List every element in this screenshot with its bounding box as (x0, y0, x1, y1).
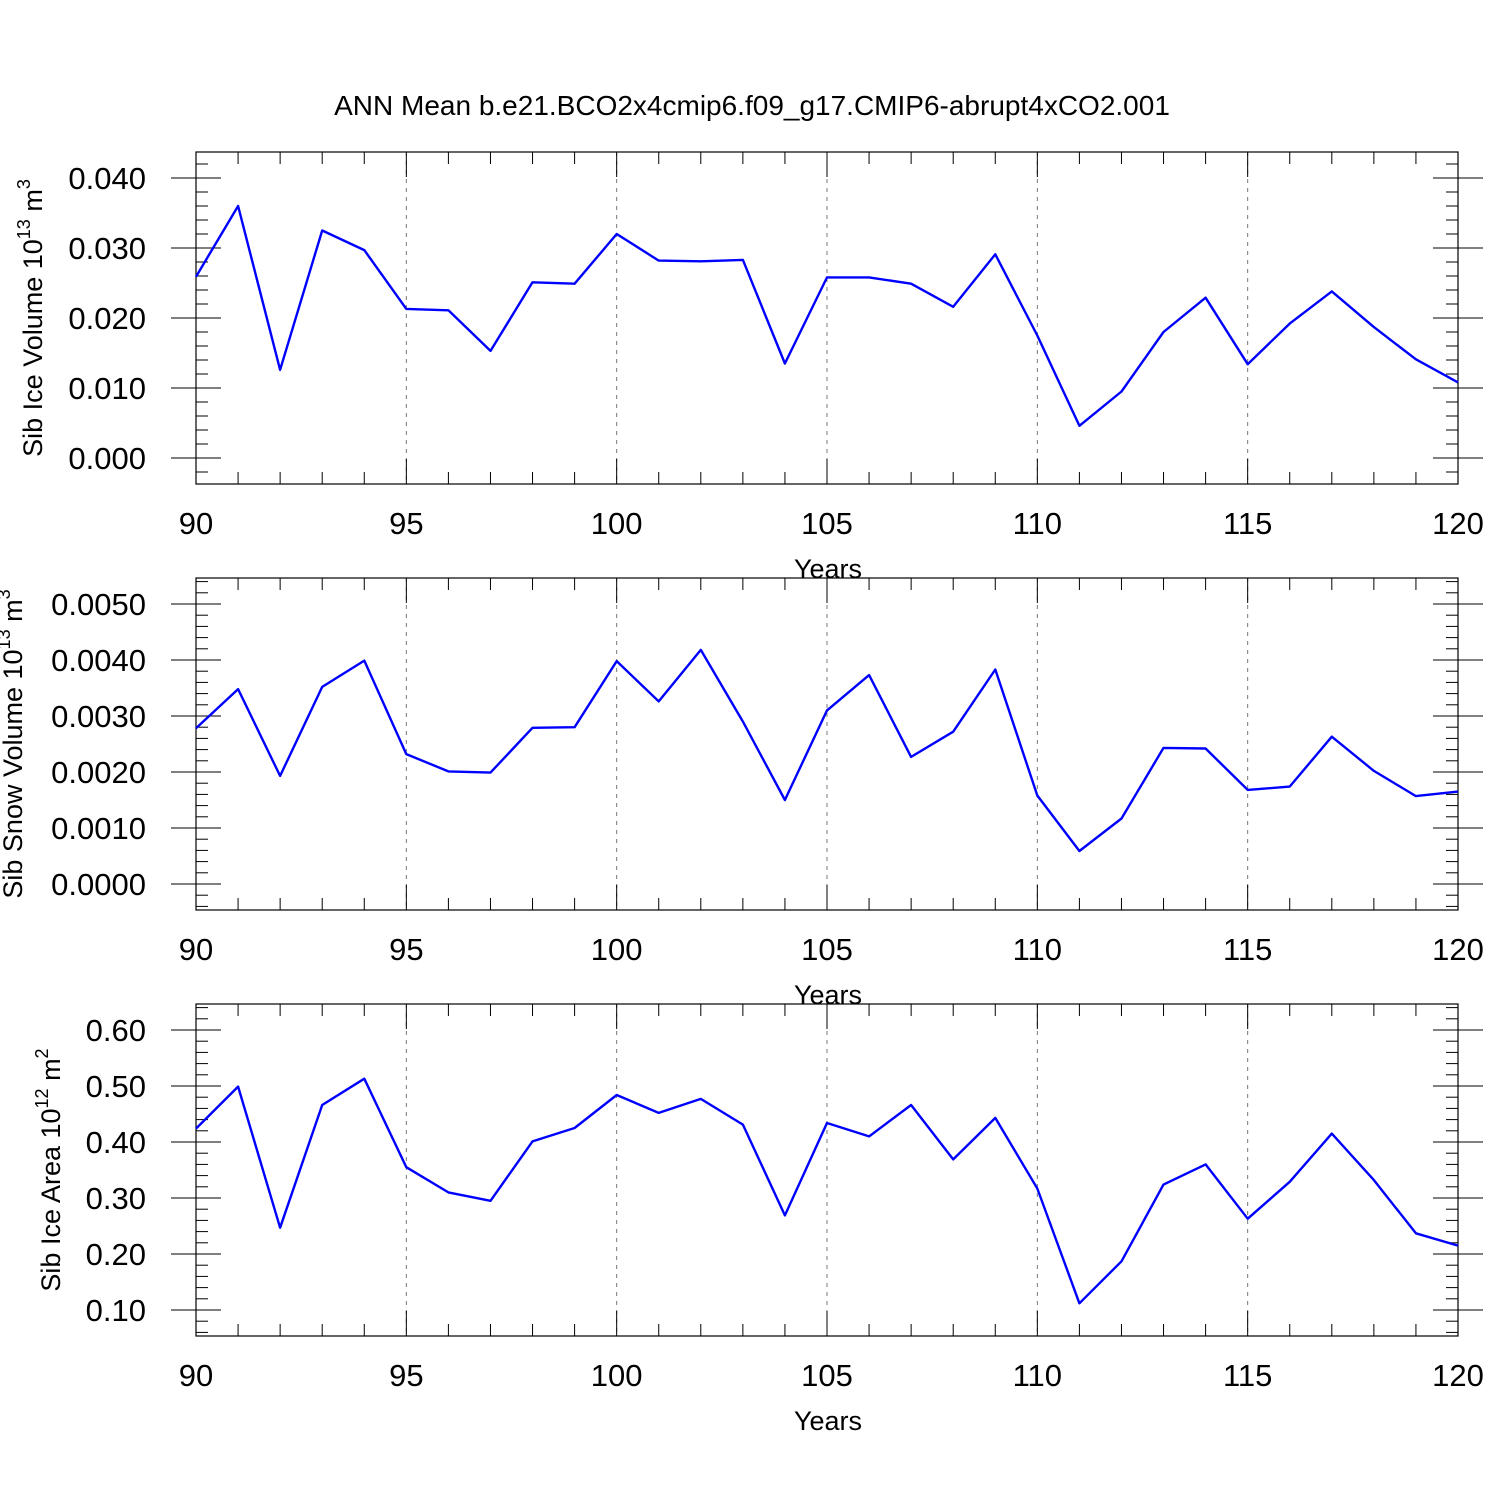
ylabel-ice-volume: Sib Ice Volume 1013 m3 (14, 179, 48, 457)
y-tick-label: 0.60 (86, 1013, 146, 1048)
xlabel-ice-area: Years (794, 1406, 862, 1436)
series-line-ice-area (195, 1077, 1459, 1305)
y-tick-label: 0.020 (68, 301, 146, 336)
y-tick-label: 0.0050 (51, 587, 146, 622)
x-tick-label: 105 (801, 932, 853, 967)
x-tick-label: 105 (801, 1358, 853, 1393)
x-tick-label: 100 (591, 506, 643, 541)
x-tick-label: 110 (1013, 1358, 1062, 1393)
x-tick-label: 110 (1013, 506, 1062, 541)
chart-title: ANN Mean b.e21.BCO2x4cmip6.f09_g17.CMIP6… (334, 90, 1170, 121)
y-tick-label: 0.0010 (51, 811, 146, 846)
y-tick-label: 0.30 (86, 1181, 146, 1216)
x-tick-label: 120 (1432, 932, 1484, 967)
x-tick-label: 115 (1223, 506, 1272, 541)
y-tick-label: 0.50 (86, 1069, 146, 1104)
ylabel-snow-volume: Sib Snow Volume 1013 m3 (0, 589, 28, 898)
x-tick-label: 105 (801, 506, 853, 541)
x-tick-label: 100 (591, 1358, 643, 1393)
y-tick-label: 0.20 (86, 1237, 146, 1272)
x-tick-label: 115 (1223, 932, 1272, 967)
panel-ice-area: Sib Ice Area 1012 m2 Years 90 95 100 105 110… (32, 1003, 1484, 1436)
x-tick-label: 100 (591, 932, 643, 967)
y-tick-label: 0.0020 (51, 755, 146, 790)
x-tick-label: 90 (179, 1358, 213, 1393)
series-line-snow-volume (195, 648, 1459, 853)
ylabel-ice-area: Sib Ice Area 1012 m2 (32, 1048, 66, 1291)
y-tick-label: 0.000 (68, 441, 146, 476)
x-tick-label: 110 (1013, 932, 1062, 967)
y-tick-label: 0.0030 (51, 699, 146, 734)
y-tick-label: 0.10 (86, 1293, 146, 1328)
xlabel-ice-volume: Years (794, 554, 862, 584)
y-tick-label: 0.010 (68, 371, 146, 406)
y-tick-label: 0.030 (68, 231, 146, 266)
y-tick-label: 0.040 (68, 161, 146, 196)
x-tick-label: 115 (1223, 1358, 1272, 1393)
x-tick-label: 95 (389, 1358, 423, 1393)
y-tick-label: 0.0040 (51, 643, 146, 678)
series-line-ice-volume (194, 204, 1459, 427)
x-tick-label: 120 (1432, 1358, 1484, 1393)
y-tick-label: 0.40 (86, 1125, 146, 1160)
x-tick-label: 90 (179, 932, 213, 967)
x-tick-label: 120 (1432, 506, 1484, 541)
x-tick-label: 90 (179, 506, 213, 541)
panel-snow-volume: Sib Snow Volume 1013 m3 Years 90 95 100 105… (0, 577, 1484, 1010)
x-tick-label: 95 (389, 932, 423, 967)
panel-ice-volume: Sib Ice Volume 1013 m3 Years 90 95 100 105 1… (14, 151, 1484, 584)
xlabel-snow-volume: Years (794, 980, 862, 1010)
y-tick-label: 0.0000 (51, 867, 146, 902)
x-tick-label: 95 (389, 506, 423, 541)
